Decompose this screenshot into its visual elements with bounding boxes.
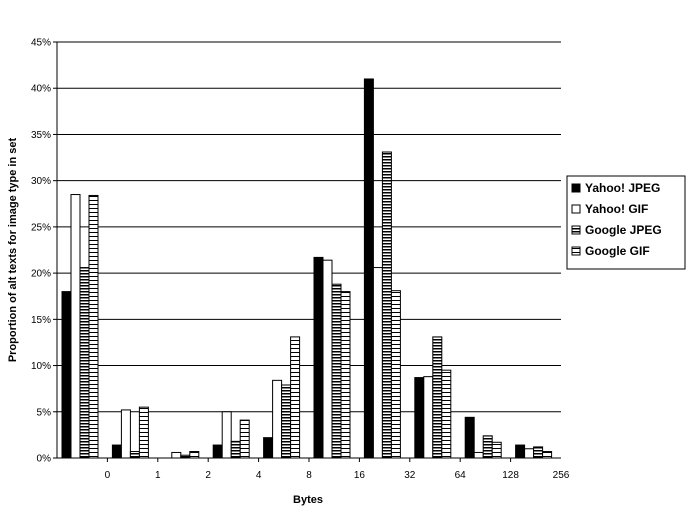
legend-label: Yahoo! JPEG — [585, 181, 660, 195]
x-tick-label: 4 — [256, 470, 262, 481]
bar — [281, 384, 292, 459]
bar — [70, 194, 81, 459]
bar — [363, 78, 374, 459]
bar — [61, 291, 72, 459]
bar — [313, 256, 324, 459]
bar — [322, 259, 333, 459]
legend-label: Google GIF — [585, 244, 650, 258]
legend-swatch — [571, 225, 581, 235]
bar — [221, 411, 232, 459]
y-axis-title: Proportion of alt texts for image type i… — [7, 138, 19, 363]
gridlines — [57, 41, 561, 413]
bar — [88, 194, 99, 459]
legend-swatch — [571, 204, 581, 214]
bar — [533, 446, 544, 459]
y-tick-label: 25% — [31, 222, 51, 233]
legend-label: Yahoo! GIF — [585, 202, 648, 216]
bar — [189, 451, 200, 459]
bar — [120, 409, 131, 459]
bar — [340, 291, 351, 459]
legend-swatch — [571, 246, 581, 256]
tick-labels: 0% 5% 10% 15% 20% 25% 30% 35% 40% 45% 0 1 2 4 8 16 32 64 1… — [31, 38, 570, 482]
bar — [482, 435, 493, 459]
y-tick-label: 45% — [31, 38, 51, 49]
bar — [464, 416, 475, 459]
bar — [542, 451, 553, 459]
x-tick-label: 0 — [105, 470, 111, 481]
y-tick-label: 15% — [31, 315, 51, 326]
bar — [239, 419, 250, 459]
y-tick-label: 35% — [31, 130, 51, 141]
bars — [61, 78, 553, 459]
bar — [230, 440, 241, 459]
legend: Yahoo! JPEG Yahoo! GIF Google JPEG Google G… — [566, 175, 686, 270]
bar — [79, 267, 90, 459]
x-tick-label: 8 — [306, 470, 312, 481]
x-axis-title: Bytes — [293, 494, 323, 506]
bar — [138, 406, 149, 459]
bar — [171, 451, 182, 459]
bar — [290, 336, 301, 459]
x-tick-label: 1 — [155, 470, 161, 481]
y-tick-label: 10% — [31, 361, 51, 372]
legend-box — [566, 175, 686, 270]
bar — [111, 444, 122, 459]
x-tick-label: 256 — [553, 470, 570, 481]
bar — [272, 379, 283, 459]
x-tick-label: 2 — [205, 470, 211, 481]
bar — [390, 290, 401, 459]
bar — [491, 441, 502, 459]
y-tick-label: 40% — [31, 84, 51, 95]
bar — [515, 444, 526, 459]
x-tick-label: 128 — [502, 470, 519, 481]
x-tick-label: 64 — [455, 470, 467, 481]
bar — [423, 376, 434, 459]
bar — [263, 437, 274, 459]
bar — [432, 336, 443, 459]
y-tick-label: 20% — [31, 269, 51, 280]
x-tick-label: 16 — [354, 470, 366, 481]
bar — [441, 369, 452, 459]
bar — [212, 444, 223, 459]
bar — [381, 151, 392, 459]
bar — [473, 451, 484, 459]
bar — [129, 451, 140, 459]
y-tick-label: 5% — [37, 407, 52, 418]
bar — [524, 448, 535, 459]
legend-label: Google JPEG — [585, 223, 662, 237]
x-tick-label: 32 — [404, 470, 416, 481]
bar — [331, 283, 342, 459]
legend-swatch — [571, 183, 581, 193]
y-tick-label: 0% — [37, 454, 52, 465]
bar — [414, 377, 425, 459]
axes — [53, 41, 561, 462]
y-tick-label: 30% — [31, 176, 51, 187]
bar — [372, 267, 383, 459]
